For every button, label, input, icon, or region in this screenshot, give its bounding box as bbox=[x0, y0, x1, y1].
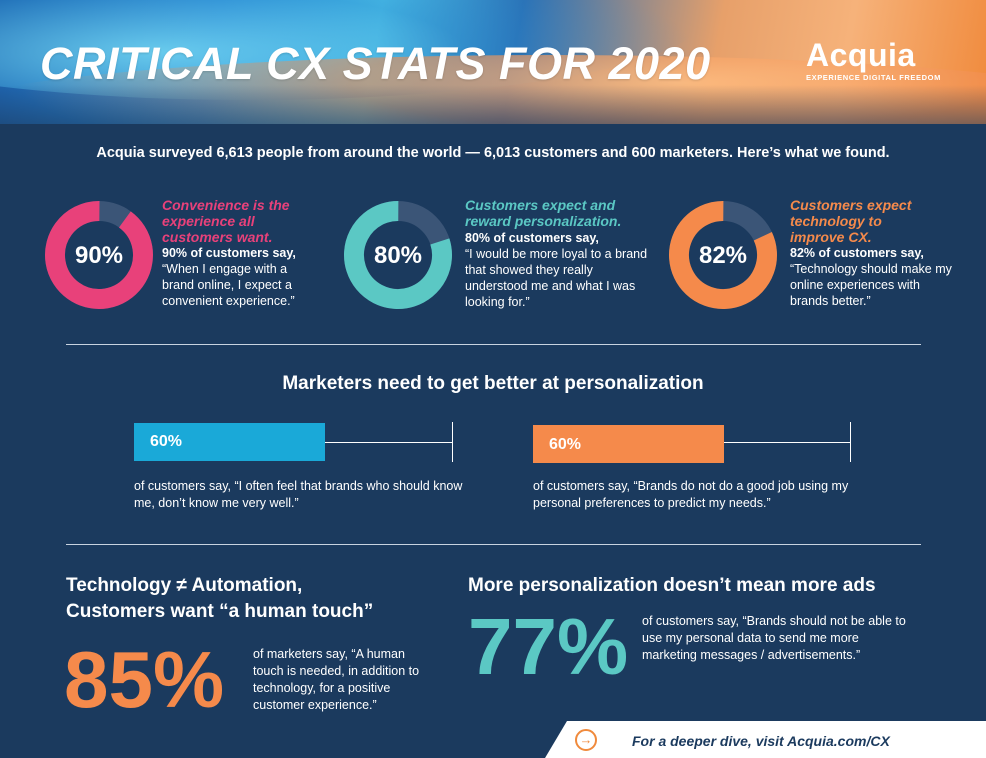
ads-title: More personalization doesn’t mean more a… bbox=[468, 575, 876, 596]
header-banner bbox=[0, 0, 986, 124]
section-divider bbox=[66, 344, 921, 345]
donut-value: 90% bbox=[74, 242, 124, 269]
bar-fill bbox=[533, 425, 724, 463]
stat-heading: Customers expect technology to improve C… bbox=[790, 197, 912, 245]
donut-value: 80% bbox=[373, 242, 423, 269]
section-title-personalization: Marketers need to get better at personal… bbox=[282, 373, 704, 394]
bar-track-end bbox=[452, 422, 453, 462]
stat-lead: 82% of customers say, bbox=[790, 246, 924, 260]
automation-caption: of marketers say, “A human touch is need… bbox=[253, 647, 420, 712]
donut-fill bbox=[45, 201, 153, 309]
stat-lead: 90% of customers say, bbox=[162, 246, 296, 260]
automation-title-line1: Technology ≠ Automation, bbox=[66, 575, 303, 596]
bar-fill bbox=[134, 423, 325, 461]
logo-tagline: EXPERIENCE DIGITAL FREEDOM bbox=[806, 73, 941, 82]
header-shade bbox=[0, 85, 986, 124]
ads-caption: of customers say, “Brands should not be … bbox=[642, 614, 906, 662]
donut-value: 82% bbox=[698, 242, 748, 269]
donut-fill bbox=[344, 201, 452, 309]
arrow-right-icon[interactable]: → bbox=[575, 729, 597, 751]
bar-track-end bbox=[850, 422, 851, 462]
automation-title-line2: Customers want “a human touch” bbox=[66, 601, 374, 622]
stat-body: 82% of customers say, “Technology should… bbox=[790, 245, 960, 309]
stat-body: 80% of customers say, “I would be more l… bbox=[465, 230, 650, 310]
stat-quote: “When I engage with a brand online, I ex… bbox=[162, 262, 295, 308]
stat-lead: 80% of customers say, bbox=[465, 231, 599, 245]
stat-quote: “I would be more loyal to a brand that s… bbox=[465, 247, 648, 309]
page-title: CRITICAL CX STATS FOR 2020 bbox=[40, 38, 711, 89]
footer-link[interactable]: For a deeper dive, visit Acquia.com/CX bbox=[632, 733, 890, 749]
stat-body: 90% of customers say, “When I engage wit… bbox=[162, 245, 322, 309]
donut-chart-convenience bbox=[45, 201, 153, 309]
logo-name: Acquia bbox=[806, 37, 916, 73]
bar-caption: of customers say, “I often feel that bra… bbox=[134, 479, 463, 510]
footer-banner bbox=[545, 721, 986, 758]
stat-heading: Convenience is the experience all custom… bbox=[162, 197, 290, 245]
donut-chart-personalization bbox=[344, 201, 452, 309]
donut-chart-technology bbox=[669, 201, 777, 309]
acquia-logo[interactable]: Acquia EXPERIENCE DIGITAL FREEDOM bbox=[806, 37, 941, 82]
bar-value: 60% bbox=[150, 433, 183, 450]
intro-text: Acquia surveyed 6,613 people from around… bbox=[96, 145, 890, 161]
stat-personalization: 80% bbox=[343, 197, 453, 317]
section-divider bbox=[66, 544, 921, 545]
bar-caption: of customers say, “Brands do not do a go… bbox=[533, 479, 849, 510]
stat-convenience: 90% bbox=[44, 197, 314, 317]
stat-quote: “Technology should make my online experi… bbox=[790, 262, 952, 308]
stat-heading: Customers expect and reward personalizat… bbox=[465, 197, 622, 229]
bar-value: 60% bbox=[549, 436, 582, 453]
automation-title: Technology ≠ Automation, Customers want … bbox=[66, 573, 446, 625]
ads-value: 77% bbox=[468, 602, 629, 691]
stat-technology: 82% bbox=[668, 197, 778, 317]
automation-value: 85% bbox=[64, 635, 225, 724]
donut-fill bbox=[669, 201, 777, 309]
